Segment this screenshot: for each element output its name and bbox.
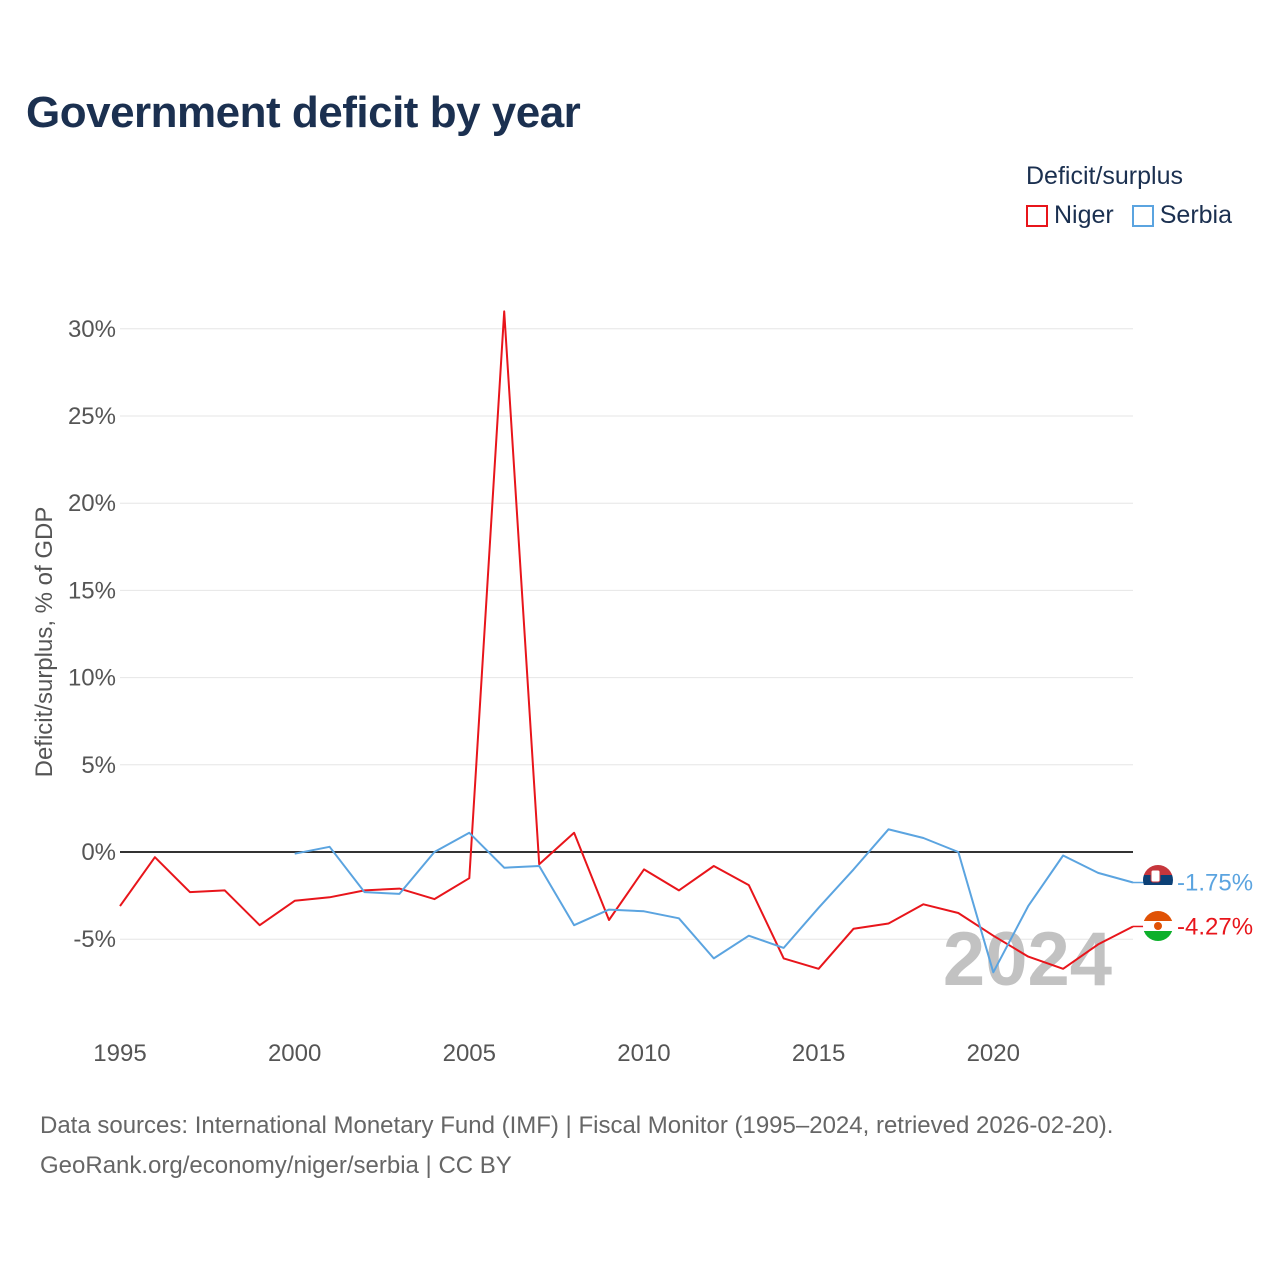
end-label-serbia: -1.75% xyxy=(1177,870,1253,897)
year-watermark: 2024 xyxy=(943,917,1112,1002)
legend-label-serbia: Serbia xyxy=(1159,201,1233,229)
x-tick-label: 2010 xyxy=(617,1040,670,1067)
flag-serbia-icon xyxy=(1143,865,1173,895)
data-sources-note: Data sources: International Monetary Fun… xyxy=(40,1112,1114,1139)
legend-label-niger: Niger xyxy=(1054,201,1114,229)
y-tick-label: 5% xyxy=(81,752,116,779)
y-tick-label: 10% xyxy=(68,665,116,692)
footer: Data sources: International Monetary Fun… xyxy=(40,1106,1113,1186)
y-tick-label: 15% xyxy=(68,577,116,604)
legend-swatch-serbia xyxy=(1131,204,1154,227)
flag-niger-icon xyxy=(1143,911,1173,941)
series-line-niger[interactable] xyxy=(119,310,1134,970)
chart-title: Government deficit by year xyxy=(26,88,581,137)
series-line-serbia[interactable] xyxy=(294,828,1134,974)
legend: Deficit/surplus Niger Serbia xyxy=(1026,162,1232,230)
y-tick-label: 0% xyxy=(81,839,116,866)
legend-item-serbia[interactable]: Serbia xyxy=(1131,201,1233,230)
source-link[interactable]: GeoRank.org/economy/niger/serbia | CC BY xyxy=(40,1152,512,1179)
y-axis-label: Deficit/surplus, % of GDP xyxy=(31,507,58,778)
y-tick-label: -5% xyxy=(73,926,116,953)
legend-title: Deficit/surplus xyxy=(1026,162,1183,190)
end-label-niger: -4.27% xyxy=(1177,913,1253,940)
x-tick-label: 2000 xyxy=(268,1040,321,1067)
x-tick-label: 1995 xyxy=(93,1040,146,1067)
x-tick-label: 2020 xyxy=(967,1040,1020,1067)
x-tick-label: 2015 xyxy=(792,1040,845,1067)
y-tick-label: 25% xyxy=(68,403,116,430)
x-tick-label: 2005 xyxy=(443,1040,496,1067)
legend-item-niger[interactable]: Niger xyxy=(1026,201,1114,230)
legend-swatch-niger xyxy=(1026,204,1048,227)
y-tick-label: 20% xyxy=(68,490,116,517)
y-tick-label: 30% xyxy=(68,316,116,343)
